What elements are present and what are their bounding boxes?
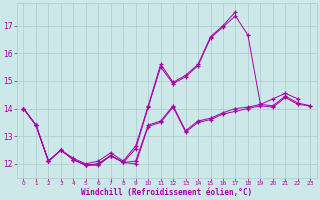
X-axis label: Windchill (Refroidissement éolien,°C): Windchill (Refroidissement éolien,°C) [81,188,252,197]
